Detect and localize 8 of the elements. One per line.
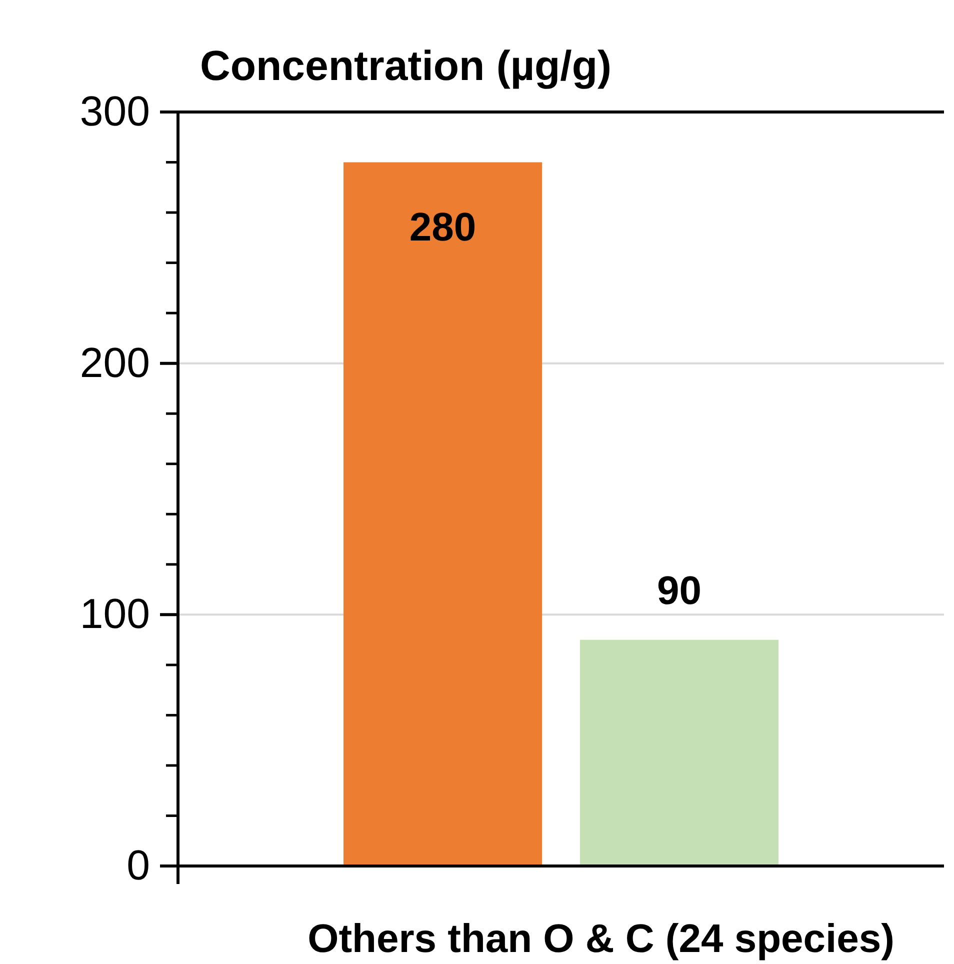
data-label: 90	[656, 568, 702, 613]
y-tick-label: 200	[80, 338, 150, 386]
y-axis-title: Concentration (µg/g)	[200, 42, 612, 89]
y-tick-label: 100	[80, 590, 150, 638]
x-axis-title: Others than O & C (24 species)	[308, 917, 894, 961]
y-tick-label: 300	[80, 87, 150, 134]
y-tick-label: 0	[126, 841, 150, 888]
data-label: 280	[409, 205, 476, 250]
